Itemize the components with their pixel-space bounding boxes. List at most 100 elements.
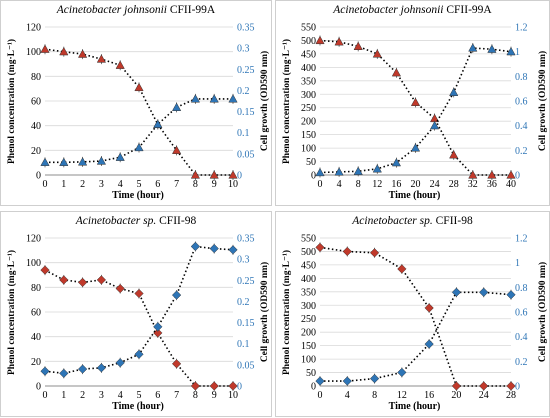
x-axis-label: Time (hour) (388, 401, 441, 412)
data-point-growth (96, 363, 107, 373)
x-tick-label: 28 (449, 179, 459, 190)
chart-canvas: 02040608010012000.050.10.150.20.250.30.3… (26, 234, 255, 402)
x-tick-label: 6 (155, 179, 160, 190)
x-tick-label: 0 (43, 390, 48, 401)
left-tick-label: 150 (301, 341, 316, 352)
data-point-phenol (40, 265, 50, 275)
left-tick-label: 20 (31, 146, 41, 157)
x-tick-label: 24 (479, 390, 489, 401)
data-point-phenol (342, 246, 352, 257)
x-tick-label: 16 (424, 390, 434, 401)
x-tick-label: 12 (372, 179, 382, 190)
left-tick-label: 550 (301, 23, 316, 34)
right-tick-label: 1 (515, 258, 520, 269)
right-tick-label: 0.8 (515, 283, 528, 294)
x-tick-label: 8 (356, 179, 361, 190)
x-axis-label: Time (hour) (112, 401, 164, 412)
x-tick-label: 1 (61, 179, 66, 190)
data-point-growth (353, 166, 363, 175)
x-tick-label: 7 (174, 390, 179, 401)
left-tick-label: 80 (31, 283, 41, 294)
x-axis-label: Time (hour) (112, 190, 164, 201)
data-point-growth (449, 87, 459, 96)
x-tick-label: 9 (212, 179, 217, 190)
data-point-growth (77, 364, 88, 374)
data-point-growth (171, 102, 182, 111)
left-tick-label: 40 (31, 332, 41, 343)
data-point-growth (115, 358, 125, 368)
data-point-growth (190, 241, 201, 252)
right-tick-label: 0 (515, 382, 520, 393)
y-axis-label-left: Phenol concentration (mg·L⁻¹) (6, 249, 17, 375)
data-point-growth (40, 366, 50, 376)
left-tick-label: 100 (301, 144, 316, 155)
chart-panel-4: Acinetobacter sp. CFII-98 0 50 100 150 200 250… (275, 211, 550, 417)
x-tick-label: 0 (318, 390, 323, 401)
right-tick-label: 0.3 (237, 255, 250, 266)
left-tick-label: 250 (301, 103, 316, 114)
left-tick-label: 60 (31, 97, 41, 108)
y-axis-label-left: Phenol concentration (mg·L⁻¹) (281, 249, 292, 375)
y-axis-label-left: Phenol concentration (mg·L⁻¹) (281, 38, 292, 164)
x-axis-label: Time (hour) (388, 190, 441, 201)
x-tick-label: 4 (337, 179, 342, 190)
left-tick-label: 100 (26, 47, 41, 58)
x-tick-label: 0 (318, 179, 323, 190)
right-tick-label: 0.8 (515, 72, 528, 83)
data-point-phenol (209, 170, 219, 179)
data-point-phenol (372, 49, 382, 58)
left-tick-label: 450 (301, 49, 316, 60)
data-point-growth (134, 349, 144, 359)
data-point-growth (369, 373, 380, 384)
x-tick-label: 0 (43, 179, 48, 190)
right-tick-label: 0.05 (237, 360, 255, 371)
series-line-right (319, 47, 512, 174)
left-tick-label: 350 (301, 76, 316, 87)
chart-title: Acinetobacter johnsonii CFII-99A (276, 4, 549, 16)
left-tick-label: 500 (301, 36, 316, 47)
data-point-growth (479, 287, 489, 297)
data-point-growth (77, 157, 88, 166)
left-tick-label: 100 (301, 355, 316, 366)
right-tick-label: 0.4 (515, 121, 528, 132)
x-tick-label: 28 (506, 390, 516, 401)
data-point-growth (190, 94, 201, 103)
data-point-phenol (410, 97, 421, 106)
left-tick-label: 0 (36, 171, 41, 182)
data-point-phenol (468, 170, 478, 179)
right-tick-label: 0.2 (237, 297, 250, 308)
left-tick-label: 300 (301, 90, 316, 101)
data-point-growth (228, 245, 238, 255)
left-tick-label: 60 (31, 308, 41, 319)
data-point-growth (171, 290, 182, 300)
data-point-growth (315, 376, 325, 386)
data-point-phenol (40, 44, 50, 53)
data-point-growth (96, 156, 107, 165)
series-line-right (45, 98, 233, 164)
x-tick-label: 8 (193, 390, 198, 401)
data-point-phenol (424, 303, 434, 313)
left-tick-label: 450 (301, 260, 316, 271)
x-tick-label: 5 (137, 179, 142, 190)
right-tick-label: 0.15 (237, 107, 255, 118)
right-tick-label: 0.15 (237, 318, 255, 329)
data-point-growth (209, 243, 219, 254)
x-tick-label: 20 (411, 179, 421, 190)
data-point-growth (59, 157, 69, 166)
x-tick-label: 4 (345, 390, 350, 401)
data-point-growth (429, 120, 440, 130)
left-tick-label: 50 (306, 368, 316, 379)
left-tick-label: 200 (301, 117, 316, 128)
data-point-phenol (134, 82, 144, 92)
series-line-left (319, 246, 511, 387)
chart-panel-2: Acinetobacter johnsonii CFII-99A 0 50 100 15… (275, 0, 550, 206)
data-point-phenol (77, 49, 88, 58)
left-tick-label: 250 (301, 314, 316, 325)
x-tick-label: 7 (174, 179, 179, 190)
chart-title: Acinetobacter sp. CFII-98 (276, 215, 549, 227)
data-point-phenol (115, 283, 125, 294)
right-tick-label: 0.1 (237, 339, 250, 350)
data-point-phenol (190, 170, 201, 179)
data-point-phenol (96, 54, 107, 63)
